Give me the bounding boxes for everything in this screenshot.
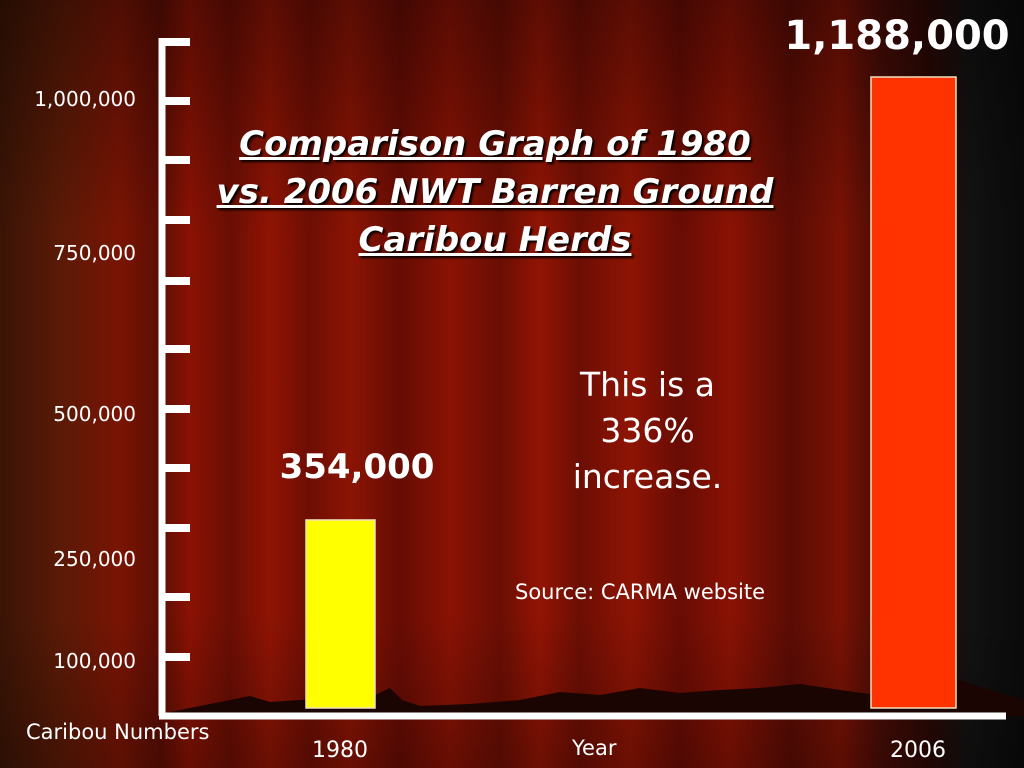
y-tick-label: 750,000 xyxy=(53,241,136,265)
data-label-2006: 1,188,000 xyxy=(784,13,1009,59)
y-axis-tick xyxy=(162,653,190,661)
y-axis-tick xyxy=(162,216,190,224)
y-axis-tick xyxy=(162,97,190,105)
chart-title: Comparison Graph of 1980 vs. 2006 NWT Ba… xyxy=(216,124,774,260)
y-axis-tick xyxy=(162,38,190,46)
y-axis-tick xyxy=(162,405,190,413)
x-axis-title: Year xyxy=(572,736,617,760)
bar-2006 xyxy=(870,76,957,709)
y-tick-label: 100,000 xyxy=(53,649,136,673)
source-note: Source: CARMA website xyxy=(514,580,765,604)
y-axis-tick xyxy=(162,464,190,472)
y-tick-label: 1,000,000 xyxy=(34,87,136,111)
x-tick-label-2006: 2006 xyxy=(890,738,946,763)
y-axis-title: Caribou Numbers xyxy=(26,720,210,744)
y-tick-label: 250,000 xyxy=(53,547,136,571)
y-axis-tick xyxy=(162,156,190,164)
ground-silhouette xyxy=(170,680,1024,716)
y-axis-tick xyxy=(162,345,190,353)
increase-annotation: This is a 336% increase. xyxy=(572,365,723,496)
y-tick-label: 500,000 xyxy=(53,402,136,426)
x-tick-label-1980: 1980 xyxy=(312,738,368,763)
y-axis-tick xyxy=(162,593,190,601)
y-axis-tick xyxy=(162,277,190,285)
data-label-1980: 354,000 xyxy=(280,447,435,487)
bar-1980 xyxy=(305,519,376,709)
y-axis-tick xyxy=(162,524,190,532)
